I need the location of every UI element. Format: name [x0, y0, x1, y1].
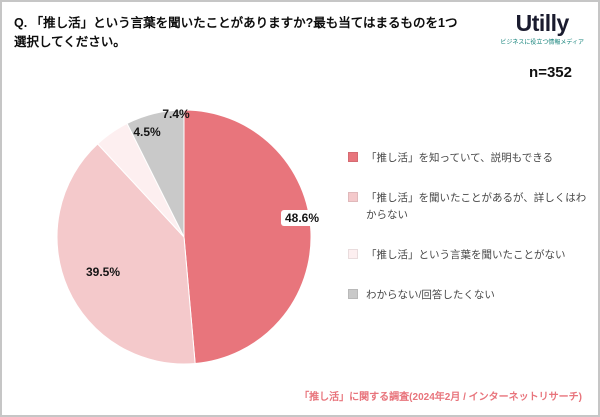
slice-value-label: 7.4%	[162, 107, 190, 121]
question-line-1: Q. 「推し活」という言葉を聞いたことがありますか?最も当てはまるものを1つ	[14, 16, 458, 30]
legend-item: 「推し活」という言葉を聞いたことがない	[348, 247, 592, 263]
pie-slice-1	[183, 109, 312, 365]
slice-value-label: 48.6%	[280, 210, 324, 226]
logo-tagline: ビジネスに役立つ情報メディア	[500, 40, 584, 46]
legend-item-label: わからない/回答したくない	[366, 289, 495, 302]
sample-size-label: n=352	[529, 64, 572, 81]
legend-item-label: 「推し活」を聞いたことがあるが、詳しくはわからない	[366, 192, 587, 221]
legend-item-label: 「推し活」という言葉を聞いたことがない	[366, 248, 566, 261]
question-title: Q. 「推し活」という言葉を聞いたことがありますか?最も当てはまるものを1つ 選…	[14, 14, 458, 53]
source-note: 「推し活」に関する調査(2024年2月 / インターネットリサーチ)	[299, 392, 582, 403]
slice-value-label: 4.5%	[133, 125, 161, 139]
legend-color-swatch	[348, 152, 358, 162]
legend-item: 「推し活」を知っていて、説明もできる	[348, 150, 592, 166]
logo-wordmark: Utilly	[515, 10, 570, 36]
pie-slice-4	[126, 109, 185, 238]
question-line-2: 選択してください。	[14, 35, 126, 50]
chart-legend: 「推し活」を知っていて、説明もできる 「推し活」を聞いたことがあるが、詳しくはわ…	[348, 150, 592, 303]
legend-color-swatch	[348, 289, 358, 300]
legend-item: わからない/回答したくない	[348, 287, 592, 303]
legend-item-label: 「推し活」を知っていて、説明もできる	[366, 152, 554, 164]
legend-item: 「推し活」を聞いたことがあるが、詳しくはわからない	[348, 190, 592, 223]
utilly-logo: Utilly ビジネスに役立つ情報メディア	[500, 10, 584, 47]
slice-value-label: 39.5%	[85, 265, 121, 279]
legend-color-swatch	[348, 192, 358, 203]
pie-slice-2	[56, 143, 196, 365]
legend-color-swatch	[348, 248, 358, 259]
